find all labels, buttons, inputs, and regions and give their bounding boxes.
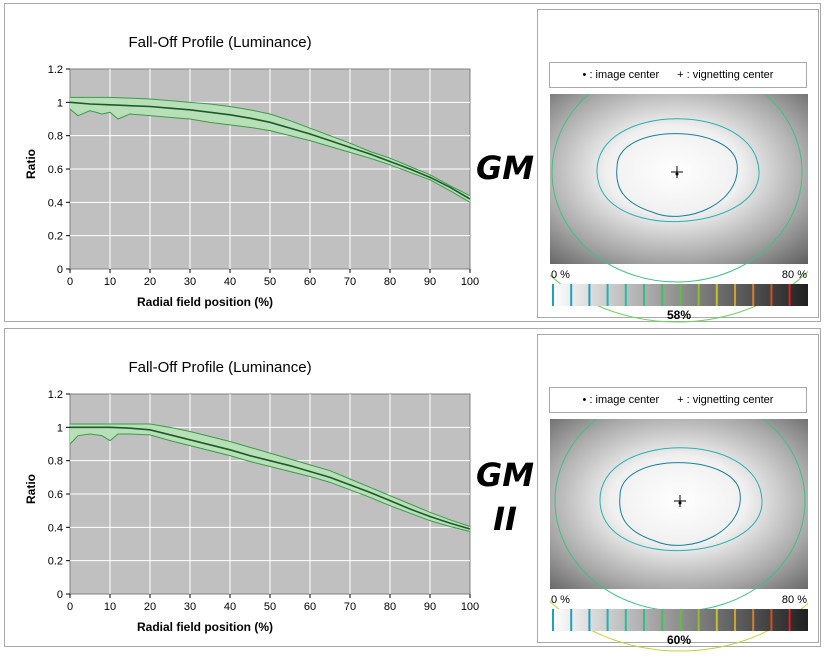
- x-tick-label: 70: [344, 276, 356, 288]
- scale-bar: [550, 284, 808, 306]
- x-tick-label: 30: [184, 276, 196, 288]
- model-label-2-line-2: II: [493, 500, 517, 538]
- contour-1: [619, 462, 741, 546]
- y-tick-label: 0.8: [48, 131, 63, 143]
- legend-vignetting-center-1: + : vignetting center: [677, 69, 774, 81]
- legend-image-center-1: • : image center: [582, 69, 660, 81]
- x-tick-label: 80: [384, 601, 396, 613]
- x-axis-label: Radial field position (%): [137, 620, 273, 634]
- contour-2: [599, 447, 763, 551]
- vignetting-box-2: • : image center + : vignetting center 0…: [537, 334, 819, 652]
- x-tick-label: 100: [461, 601, 479, 613]
- upper-bound-line: [70, 96, 471, 197]
- contour-3: [551, 94, 803, 283]
- vignetting-legend-1: • : image center + : vignetting center: [549, 62, 807, 88]
- x-tick-label: 60: [304, 601, 316, 613]
- scale-max-label: 80 %: [782, 594, 807, 606]
- x-tick-label: 0: [67, 601, 73, 613]
- x-tick-label: 80: [384, 276, 396, 288]
- lower-bound-line: [69, 433, 471, 532]
- y-tick-label: 1: [57, 422, 63, 434]
- x-tick-label: 60: [304, 276, 316, 288]
- x-tick-label: 10: [104, 276, 116, 288]
- image-center-marker: [675, 172, 679, 176]
- vignetting-percent: 58%: [667, 308, 691, 322]
- vignetting-map-2: 0 % 80 % 60%: [550, 419, 808, 652]
- legend-image-center-2: • : image center: [582, 394, 660, 406]
- model-label-2-line-1: GM: [475, 456, 535, 494]
- y-tick-label: 0.2: [48, 231, 63, 243]
- vignetting-legend-2: • : image center + : vignetting center: [549, 387, 807, 413]
- y-tick-label: 0: [57, 264, 63, 276]
- x-tick-label: 100: [461, 276, 479, 288]
- y-tick-label: 1.2: [48, 389, 63, 401]
- x-tick-label: 40: [224, 601, 236, 613]
- contour-outer: [550, 600, 808, 652]
- lower-bound-line: [69, 108, 471, 203]
- scale-bar: [550, 609, 808, 631]
- y-axis-label: Ratio: [24, 149, 38, 179]
- y-tick-label: 0.8: [48, 456, 63, 468]
- y-tick-label: 0.4: [48, 197, 63, 209]
- y-tick-label: 0.4: [48, 522, 63, 534]
- scale-min-label: 0 %: [551, 594, 570, 606]
- legend-vignetting-center-2: + : vignetting center: [677, 394, 774, 406]
- contour-outer: [550, 270, 808, 323]
- vignetting-percent: 60%: [667, 633, 691, 647]
- vignetting-image: [550, 94, 808, 264]
- chart-title: Fall-Off Profile (Luminance): [128, 359, 311, 376]
- model-label-1: GM: [470, 146, 540, 190]
- x-tick-label: 50: [264, 601, 276, 613]
- y-tick-label: 1.2: [48, 64, 63, 76]
- bottom-panel: Fall-Off Profile (Luminance) 0 10 20 30 40 50 6…: [4, 328, 821, 652]
- x-tick-label: 90: [424, 601, 436, 613]
- scale-max-label: 80 %: [782, 269, 807, 281]
- x-tick-label: 10: [104, 601, 116, 613]
- x-tick-label: 40: [224, 276, 236, 288]
- chart-title: Fall-Off Profile (Luminance): [128, 34, 311, 51]
- contour-2: [596, 118, 760, 222]
- x-tick-label: 20: [144, 601, 156, 613]
- x-axis-label: Radial field position (%): [137, 295, 273, 309]
- falloff-chart-1: Fall-Off Profile (Luminance)0 10 20 30 40 50 6…: [24, 34, 479, 309]
- x-tick-label: 30: [184, 601, 196, 613]
- image-center-marker: [678, 501, 682, 505]
- mean-line: [70, 426, 471, 530]
- model-label-2: GM II: [470, 453, 540, 541]
- x-tick-label: 50: [264, 276, 276, 288]
- y-tick-label: 0.6: [48, 164, 63, 176]
- mean-line: [69, 101, 471, 200]
- x-tick-label: 20: [144, 276, 156, 288]
- vignetting-box-1: • : image center + : vignetting center 0…: [537, 9, 819, 323]
- y-tick-label: 1: [57, 97, 63, 109]
- y-tick-label: 0.2: [48, 556, 63, 568]
- vignetting-map-1: 0 % 80 % 58%: [550, 94, 808, 323]
- x-tick-label: 90: [424, 276, 436, 288]
- x-tick-label: 70: [344, 601, 356, 613]
- y-tick-label: 0.6: [48, 489, 63, 501]
- spread-band: [70, 97, 470, 203]
- falloff-chart-2: Fall-Off Profile (Luminance)0 10 20 30 40 50 6…: [24, 359, 479, 634]
- upper-bound-line: [70, 423, 471, 527]
- top-panel: Fall-Off Profile (Luminance) 0 10 20 30 40 50 6…: [4, 3, 821, 323]
- x-tick-label: 0: [67, 276, 73, 288]
- spread-band: [70, 424, 470, 532]
- y-axis-label: Ratio: [24, 474, 38, 504]
- contour-1: [616, 133, 738, 217]
- model-label-1-line-1: GM: [475, 149, 535, 187]
- scale-min-label: 0 %: [551, 269, 570, 281]
- y-tick-label: 0: [57, 589, 63, 601]
